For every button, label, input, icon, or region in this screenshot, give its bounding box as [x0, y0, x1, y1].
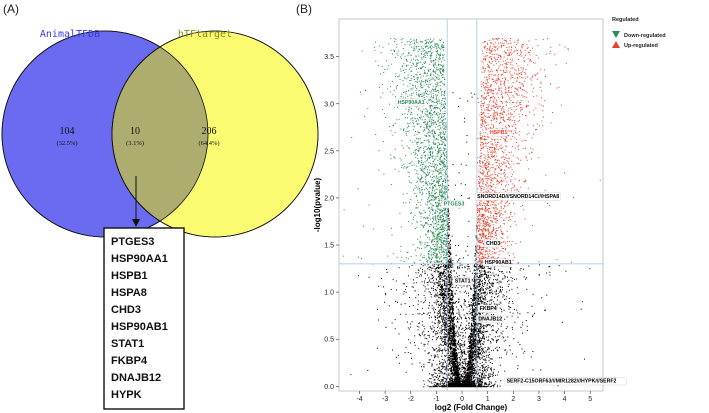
y-tick-label: 3.5	[324, 54, 334, 61]
x-tick-label: 0	[460, 396, 464, 403]
gene-list-item: PTGES3	[111, 236, 154, 248]
gene-list-item: STAT1	[111, 338, 144, 350]
y-tick-label: 3.0	[324, 101, 334, 108]
y-axis-label: -log10(pvalue)	[313, 178, 322, 233]
gene-list-item: HSPB1	[111, 270, 148, 282]
annotation-label: SNORD14D///SNORD14C///HSPA8	[477, 194, 559, 200]
gene-list-item: HSP90AA1	[111, 253, 168, 265]
annotation-label: HSP90AA1	[398, 100, 425, 106]
annotation-label: SERF2-C15ORF63///MIR1282///HYPK///SERF2	[507, 379, 617, 385]
gene-list-item: HSP90AB1	[111, 321, 168, 333]
gene-list: PTGES3 HSP90AA1 HSPB1 HSPA8 CHD3 HSP90AB1 STAT…	[111, 236, 168, 401]
gene-annotation: SNORD14D///SNORD14C///HSPA8	[474, 192, 561, 201]
annotation-label: STAT1	[455, 279, 471, 285]
annotation-label: FKBP4	[480, 306, 497, 312]
x-tick-label: 1	[486, 396, 490, 403]
x-axis-label: log2 (Fold Change)	[435, 403, 508, 412]
panel-b-label: (B)	[296, 2, 312, 16]
annotation-box	[395, 98, 425, 107]
x-tick-label: -2	[408, 396, 414, 403]
gene-list-item: FKBP4	[111, 355, 148, 367]
annotation-label: HSPB1	[490, 130, 507, 136]
legend-up-label: Up-regulated	[624, 43, 658, 49]
gene-annotations: HSP90AA1 PTGES3 HSPB1 SNORD14D///SNORD14C//…	[395, 98, 627, 386]
gene-annotation: FKBP4	[477, 304, 497, 313]
x-tick-label: -4	[356, 396, 362, 403]
venn-right-set-name: hTFtarget	[178, 29, 232, 40]
annotation-label: DNAJB12	[478, 316, 502, 322]
y-axis: 0.0 0.5 1.0 1.5 2.0 2.5 3.0 3.5	[324, 54, 339, 391]
annotation-box	[504, 377, 627, 386]
gene-list-item: HYPK	[111, 389, 142, 401]
gene-list-item: HSPA8	[111, 287, 147, 299]
up-regulated-marker-icon	[612, 41, 620, 48]
gene-list-item: DNAJB12	[111, 372, 161, 384]
y-tick-label: 0.5	[324, 337, 334, 344]
y-tick-label: 2.0	[324, 195, 334, 202]
gene-list-box	[103, 227, 185, 410]
venn-right-percent: (64.4%)	[198, 140, 219, 147]
x-tick-label: 4	[563, 396, 567, 403]
legend-title: Regulated	[612, 17, 639, 23]
annotation-box	[477, 304, 497, 313]
venn-left-count: 104	[60, 126, 75, 137]
venn-left-percent: (32.5%)	[56, 140, 77, 147]
gene-annotation: HSP90AA1	[395, 98, 425, 107]
series-down-regulated	[342, 38, 449, 265]
annotation-box	[441, 200, 465, 209]
scatter-points	[342, 38, 601, 388]
annotation-box	[487, 128, 508, 137]
legend: Regulated Down-regulated Up-regulated	[612, 17, 666, 49]
annotation-label: CHD3	[486, 241, 500, 247]
venn-left-set-name: AnimalTFDB	[40, 29, 100, 40]
legend-down-label: Down-regulated	[624, 33, 666, 39]
gene-annotation: DNAJB12	[476, 314, 502, 324]
gene-annotation: PTGES3	[441, 200, 465, 209]
y-tick-label: 1.0	[324, 290, 334, 297]
arrow-head-icon	[132, 219, 140, 227]
y-tick-label: 0.0	[324, 384, 334, 391]
down-regulated-marker-icon	[612, 31, 620, 38]
gene-list-item: CHD3	[111, 304, 141, 316]
x-tick-label: 5	[588, 396, 592, 403]
x-tick-label: 2	[511, 396, 515, 403]
y-tick-label: 1.5	[324, 243, 334, 250]
annotation-box	[483, 239, 501, 248]
panel-a-label: (A)	[3, 2, 19, 16]
gene-annotation: HSPB1	[487, 128, 508, 137]
gene-annotation: CHD3	[483, 239, 501, 248]
volcano-panel: (B) HSP90AA1 PTGES3 HSPB1 SNORD14D///SNORD1…	[296, 2, 666, 412]
x-tick-label: -3	[382, 396, 388, 403]
annotation-box	[474, 192, 561, 201]
gene-annotation: STAT1	[452, 277, 473, 286]
venn-overlap-count: 10	[130, 126, 140, 137]
venn-right-count: 206	[202, 126, 217, 137]
x-tick-label: -1	[433, 396, 439, 403]
annotation-label: PTGES3	[444, 201, 465, 207]
annotation-box	[476, 314, 502, 324]
gene-annotation: HSP90AB1	[482, 258, 512, 267]
annotation-box	[482, 258, 512, 267]
annotation-box	[452, 277, 473, 286]
scatter-point-cloud	[477, 38, 601, 265]
scatter-point-cloud	[342, 38, 449, 265]
annotation-label: HSP90AB1	[485, 260, 512, 266]
y-tick-label: 2.5	[324, 148, 334, 155]
venn-panel: (A) AnimalTFDB hTFtarget 104 (32.5%) 10 …	[1, 2, 319, 410]
x-axis: -4 -3 -2 -1 0 1 2 3 4 5	[356, 391, 592, 403]
series-up-regulated	[477, 38, 601, 265]
venn-overlap-percent: (3.1%)	[126, 140, 144, 147]
x-tick-label: 3	[537, 396, 541, 403]
gene-annotation: SERF2-C15ORF63///MIR1282///HYPK///SERF2	[504, 377, 627, 386]
